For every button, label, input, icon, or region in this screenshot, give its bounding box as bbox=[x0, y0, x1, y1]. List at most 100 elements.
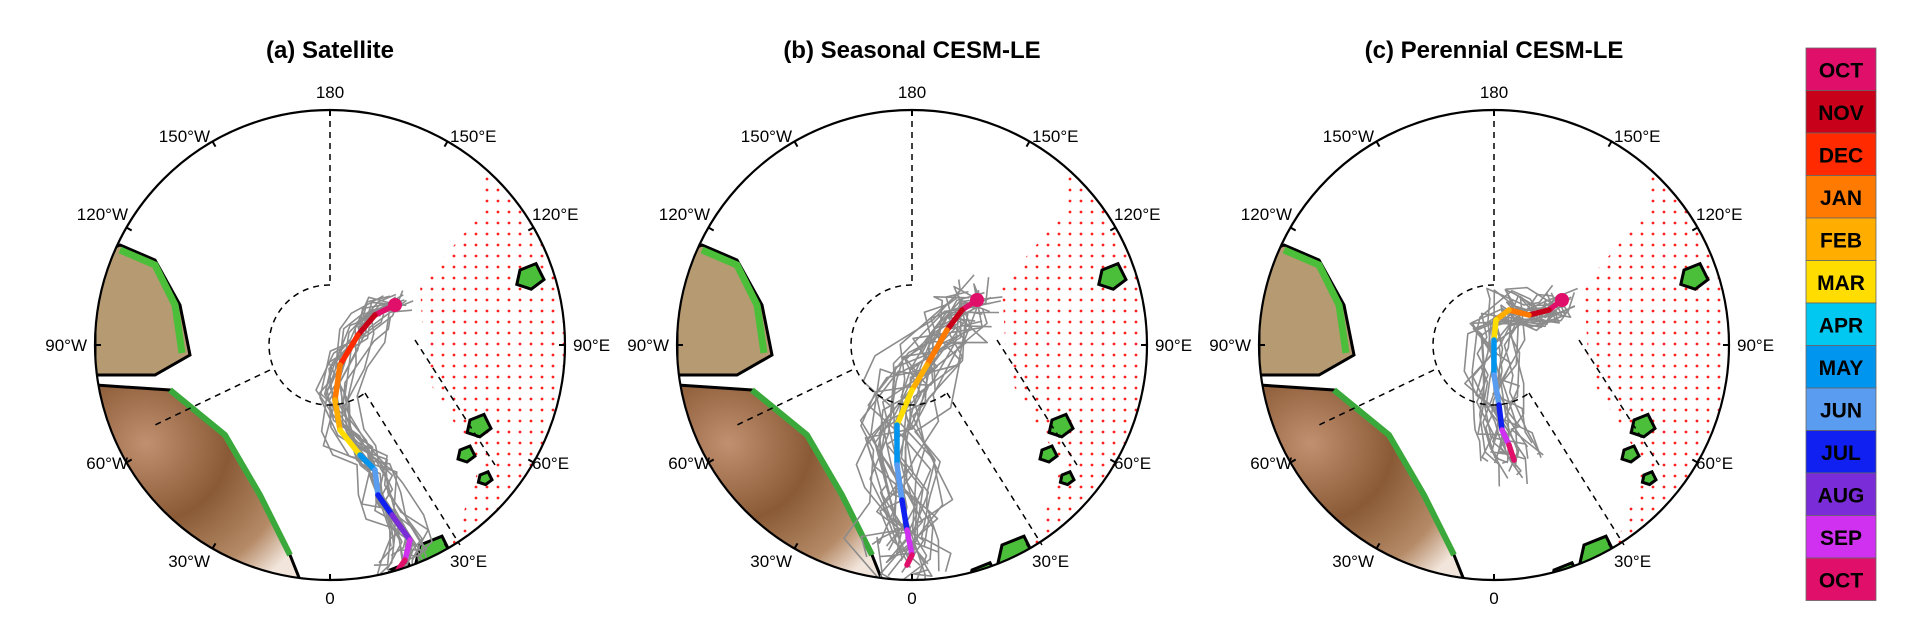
lon-label-e120: 120°E bbox=[1114, 205, 1161, 224]
legend-label: FEB bbox=[1820, 229, 1862, 252]
legend-label: MAY bbox=[1819, 357, 1864, 380]
island bbox=[1705, 229, 1726, 249]
lon-label-top: 180 bbox=[1480, 83, 1508, 102]
lon-label-w30: 30°W bbox=[1332, 552, 1374, 571]
legend-swatch bbox=[1805, 90, 1877, 134]
mean-track bbox=[1491, 293, 1569, 463]
lon-label-e150: 150°E bbox=[1032, 127, 1079, 146]
lon-label-w60: 60°W bbox=[86, 454, 128, 473]
lon-label-e150: 150°E bbox=[1614, 127, 1661, 146]
island bbox=[1097, 261, 1128, 291]
lon-label-w150: 150°W bbox=[1323, 127, 1374, 146]
canadian-archipelago bbox=[677, 243, 774, 377]
island bbox=[515, 261, 546, 291]
lon-label-e30: 30°E bbox=[1614, 552, 1651, 571]
legend-label: JAN bbox=[1820, 187, 1862, 210]
island bbox=[456, 444, 477, 464]
dotted-region bbox=[952, 110, 1147, 580]
lon-label-w150: 150°W bbox=[159, 127, 210, 146]
mean-track bbox=[332, 298, 413, 573]
legend-swatch bbox=[1805, 515, 1877, 559]
lon-label-w30: 30°W bbox=[168, 552, 210, 571]
lon-label-e60: 60°E bbox=[1114, 454, 1151, 473]
lon-label-e120: 120°E bbox=[1696, 205, 1743, 224]
island bbox=[1038, 444, 1059, 464]
ensemble-tracks bbox=[843, 274, 1003, 580]
panel-title: (c) Perennial CESM-LE bbox=[1365, 37, 1624, 64]
island bbox=[476, 469, 494, 487]
legend-label: DEC bbox=[1819, 144, 1863, 167]
lon-label-top: 180 bbox=[898, 83, 926, 102]
canadian-archipelago bbox=[1259, 243, 1356, 377]
legend-swatch bbox=[1805, 47, 1877, 91]
legend-swatch bbox=[1805, 557, 1877, 601]
legend-label: MAR bbox=[1817, 272, 1865, 295]
lon-label-w90: 90°W bbox=[1209, 336, 1251, 355]
island bbox=[1548, 560, 1583, 580]
island bbox=[1123, 229, 1144, 249]
lon-label-e30: 30°E bbox=[450, 552, 487, 571]
map-panel-b: (b) Seasonal CESM-LE 180 0 150°W 150°E 120°W 1… bbox=[627, 37, 1192, 608]
lon-label-w30: 30°W bbox=[750, 552, 792, 571]
lon-label-w60: 60°W bbox=[1250, 454, 1292, 473]
lon-label-bottom: 0 bbox=[325, 589, 334, 608]
month-color-legend: OCT NOV DEC JAN FEB MAR APR MAY JUN JUL AUG SEP OCT bbox=[1805, 47, 1877, 601]
island bbox=[541, 229, 562, 249]
lon-label-bottom: 0 bbox=[1489, 589, 1498, 608]
legend-label: JUL bbox=[1821, 442, 1861, 465]
lon-label-w120: 120°W bbox=[659, 205, 710, 224]
lon-label-e90: 90°E bbox=[1737, 336, 1774, 355]
legend-swatch bbox=[1805, 345, 1877, 389]
lon-label-e90: 90°E bbox=[573, 336, 610, 355]
lon-label-w120: 120°W bbox=[77, 205, 128, 224]
lon-label-w90: 90°W bbox=[627, 336, 669, 355]
legend-swatch bbox=[1805, 260, 1877, 304]
island bbox=[465, 412, 493, 439]
lon-label-bottom: 0 bbox=[907, 589, 916, 608]
island bbox=[1679, 261, 1710, 291]
legend-label: JUN bbox=[1820, 399, 1862, 422]
start-marker bbox=[1555, 293, 1569, 307]
dotted-region bbox=[1534, 110, 1729, 580]
legend-swatch bbox=[1805, 302, 1877, 346]
lon-label-e150: 150°E bbox=[450, 127, 497, 146]
lon-label-e90: 90°E bbox=[1155, 336, 1192, 355]
island bbox=[995, 534, 1037, 574]
map-panel-c: (c) Perennial CESM-LE 180 0 150°W 150°E 120°W… bbox=[1209, 37, 1774, 608]
lon-label-e60: 60°E bbox=[1696, 454, 1733, 473]
panel-title: (b) Seasonal CESM-LE bbox=[783, 37, 1040, 64]
lon-label-w150: 150°W bbox=[741, 127, 792, 146]
legend-swatch bbox=[1805, 132, 1877, 176]
island bbox=[1577, 534, 1619, 574]
legend-label: AUG bbox=[1818, 484, 1865, 507]
legend-label: OCT bbox=[1819, 569, 1864, 592]
legend-swatch bbox=[1805, 217, 1877, 261]
ensemble-tracks bbox=[315, 290, 433, 580]
mean-track bbox=[894, 293, 984, 568]
map-panel-a: (a) Satellite 180 0 150°W 150°E 120°W 120°E 90°… bbox=[45, 37, 610, 608]
legend-label: APR bbox=[1819, 314, 1863, 337]
lon-label-e30: 30°E bbox=[1032, 552, 1069, 571]
lon-label-w90: 90°W bbox=[45, 336, 87, 355]
island bbox=[1047, 412, 1075, 439]
start-marker bbox=[970, 293, 984, 307]
legend-label: SEP bbox=[1820, 527, 1862, 550]
lon-label-w60: 60°W bbox=[668, 454, 710, 473]
canadian-archipelago bbox=[95, 243, 192, 377]
start-marker bbox=[388, 298, 402, 312]
legend-swatch bbox=[1805, 430, 1877, 474]
island bbox=[1640, 469, 1658, 487]
lon-label-w120: 120°W bbox=[1241, 205, 1292, 224]
legend-label: NOV bbox=[1818, 102, 1864, 125]
island bbox=[966, 560, 1001, 580]
lon-label-top: 180 bbox=[316, 83, 344, 102]
dotted-region bbox=[370, 110, 565, 580]
island bbox=[1620, 444, 1641, 464]
lon-label-e60: 60°E bbox=[532, 454, 569, 473]
island bbox=[1629, 412, 1657, 439]
legend-label: OCT bbox=[1819, 59, 1864, 82]
panel-title: (a) Satellite bbox=[266, 37, 394, 64]
lon-label-e120: 120°E bbox=[532, 205, 579, 224]
island bbox=[1058, 469, 1076, 487]
